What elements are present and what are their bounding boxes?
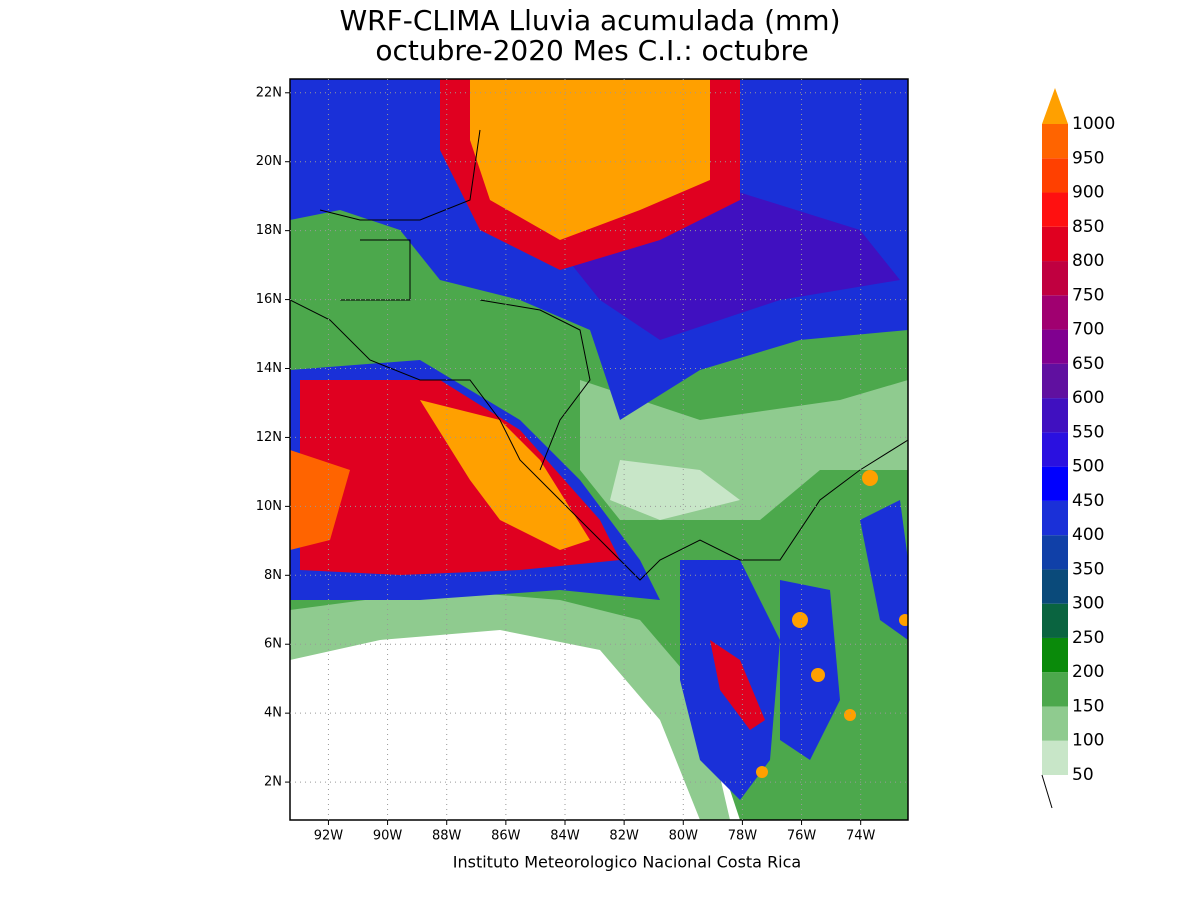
colorbar-band xyxy=(1042,672,1068,707)
colorbar-label: 950 xyxy=(1072,148,1104,168)
field-orange xyxy=(899,614,908,626)
colorbar-band xyxy=(1042,603,1068,638)
field-orange xyxy=(470,79,710,240)
colorbar-band xyxy=(1042,261,1068,296)
field-red xyxy=(710,640,765,730)
x-tick-label: 80W xyxy=(669,829,699,844)
colorbar-band xyxy=(1042,398,1068,433)
colorbar-band xyxy=(1042,535,1068,570)
y-tick-label: 16N xyxy=(256,292,282,307)
colorbar-label: 650 xyxy=(1072,354,1104,374)
y-tick-label: 10N xyxy=(256,499,282,514)
colorbar-label: 350 xyxy=(1072,559,1104,579)
colorbar-band xyxy=(1042,295,1068,330)
colorbar-band xyxy=(1042,637,1068,673)
colorbar-band xyxy=(1042,363,1068,399)
x-tick-label: 82W xyxy=(609,829,639,844)
colorbar-band xyxy=(1042,432,1068,467)
y-tick-label: 22N xyxy=(256,85,282,100)
field-orange xyxy=(756,766,768,778)
colorbar-label: 700 xyxy=(1072,320,1104,340)
colorbar-label: 150 xyxy=(1072,696,1104,716)
colorbar-band xyxy=(1042,192,1068,227)
x-tick-label: 78W xyxy=(728,829,758,844)
colorbar-label: 1000 xyxy=(1072,114,1115,134)
colorbar-label: 800 xyxy=(1072,251,1104,271)
field-blue xyxy=(860,500,908,640)
colorbar-label: 200 xyxy=(1072,662,1104,682)
colorbar-band xyxy=(1042,740,1068,775)
precip-field xyxy=(290,79,908,820)
field-lightgreen xyxy=(610,460,740,520)
colorbar-band xyxy=(1042,124,1068,159)
y-tick-label: 8N xyxy=(264,568,282,583)
title-line: WRF-CLIMA Lluvia acumulada (mm) xyxy=(340,4,841,37)
field-orange xyxy=(290,450,350,550)
colorbar-below-edge xyxy=(1041,774,1053,809)
colorbar-label: 750 xyxy=(1072,285,1104,305)
footer: Instituto Meteorologico Nacional Costa R… xyxy=(453,853,801,872)
colorbar-label: 250 xyxy=(1072,628,1104,648)
y-tick-label: 6N xyxy=(264,637,282,652)
x-tick-label: 74W xyxy=(846,829,876,844)
colorbar-below xyxy=(1042,775,1068,808)
colorbar-label: 450 xyxy=(1072,491,1104,511)
x-tick-label: 86W xyxy=(491,829,521,844)
field-orange xyxy=(862,470,878,486)
map-frame xyxy=(289,78,909,821)
y-tick-label: 12N xyxy=(256,430,282,445)
field-orange xyxy=(420,400,590,550)
colorbar-above xyxy=(1042,88,1068,124)
colorbar-band xyxy=(1042,329,1068,364)
field-orange xyxy=(792,612,808,628)
colorbar-band xyxy=(1042,706,1068,741)
y-tick-label: 14N xyxy=(256,361,282,376)
field-orange xyxy=(811,668,825,682)
colorbar-label: 300 xyxy=(1072,594,1104,614)
colorbar-label: 500 xyxy=(1072,457,1104,477)
colorbar-label: 900 xyxy=(1072,183,1104,203)
x-tick-label: 90W xyxy=(373,829,403,844)
y-tick-label: 20N xyxy=(256,154,282,169)
field-orange xyxy=(844,709,856,721)
colorbar-label: 400 xyxy=(1072,525,1104,545)
colorbar-label: 100 xyxy=(1072,731,1104,751)
colorbar-label: 50 xyxy=(1072,765,1094,785)
x-tick-label: 76W xyxy=(787,829,817,844)
colorbar-band xyxy=(1042,158,1068,193)
x-tick-label: 88W xyxy=(432,829,462,844)
x-tick-label: 92W xyxy=(314,829,344,844)
y-tick-label: 18N xyxy=(256,223,282,238)
coastline xyxy=(290,129,908,581)
colorbar-band xyxy=(1042,569,1068,604)
colorbar-label: 850 xyxy=(1072,217,1104,237)
colorbar-band xyxy=(1042,500,1068,536)
colorbar-label: 550 xyxy=(1072,422,1104,442)
field-lightgreen xyxy=(290,590,730,820)
y-tick-label: 2N xyxy=(264,775,282,790)
title-line: octubre-2020 Mes C.I.: octubre xyxy=(375,34,808,67)
x-tick-label: 84W xyxy=(550,829,580,844)
colorbar-band xyxy=(1042,226,1068,262)
colorbar-band xyxy=(1042,466,1068,501)
y-tick-label: 4N xyxy=(264,706,282,721)
colorbar-label: 600 xyxy=(1072,388,1104,408)
